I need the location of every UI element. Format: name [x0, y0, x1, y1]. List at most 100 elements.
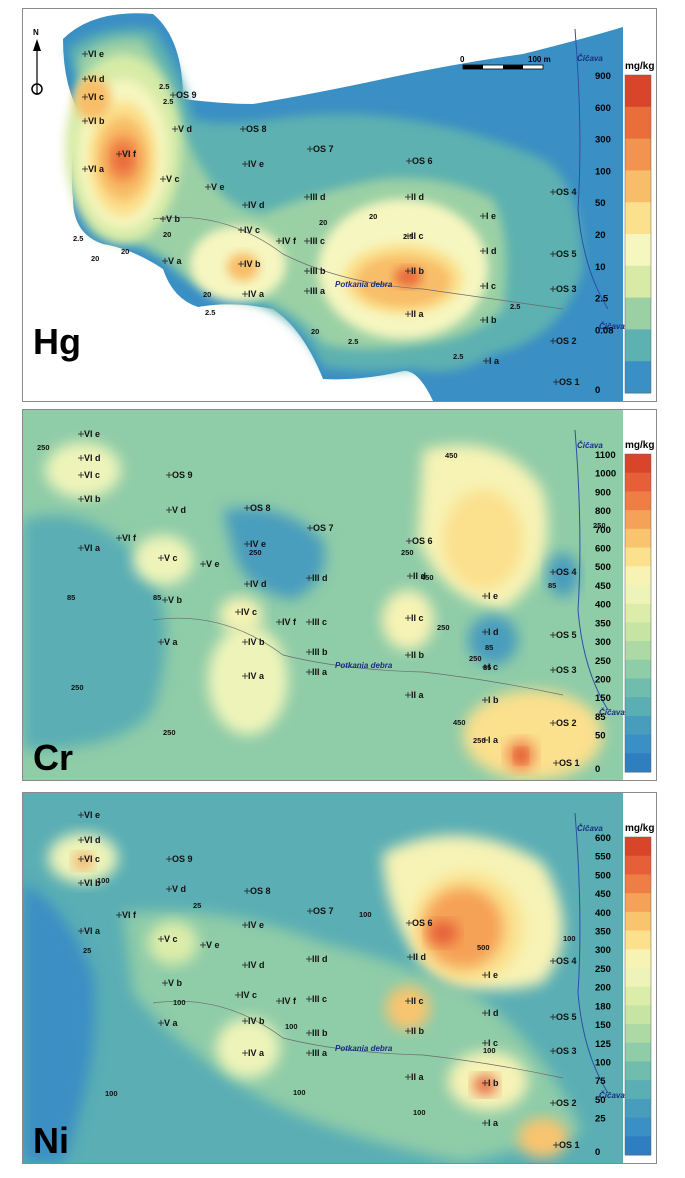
svg-text:OS 2: OS 2 [556, 1098, 577, 1108]
hg-legend-swatch [625, 297, 651, 330]
ni-sample-os-8: OS 8 [244, 886, 271, 896]
ni-sample-vi-c: VI c [78, 854, 100, 864]
ni-sample-v-a: V a [158, 1018, 179, 1028]
svg-text:OS 9: OS 9 [176, 90, 197, 100]
svg-text:OS 5: OS 5 [556, 249, 577, 259]
hg-legend-swatch [625, 75, 651, 108]
ni-contour-label: 100 [483, 1046, 496, 1055]
cr-sample-i-e: I e [482, 591, 498, 601]
cr-sample-iii-d: III d [306, 573, 328, 583]
ni-sample-iii-b: III b [306, 1028, 328, 1038]
svg-text:I c: I c [488, 662, 498, 672]
svg-text:VI e: VI e [84, 810, 100, 820]
svg-text:V e: V e [206, 940, 220, 950]
cr-legend-label: 250 [595, 656, 611, 667]
ni-sample-os-6: OS 6 [406, 918, 433, 928]
hg-sample-os-1: OS 1 [553, 377, 580, 387]
svg-text:OS 4: OS 4 [556, 956, 577, 966]
svg-text:OS 6: OS 6 [412, 918, 433, 928]
hg-stream-label-bottom: Čičava [599, 322, 625, 331]
hg-contour-label: 2.5 [73, 234, 83, 243]
ni-legend-label: 150 [595, 1020, 611, 1031]
cr-legend-label: 1000 [595, 469, 616, 480]
ni-sample-v-c: V c [158, 934, 178, 944]
hg-contour-label: 2.5 [510, 302, 520, 311]
svg-text:VI e: VI e [84, 429, 100, 439]
cr-sample-v-e: V e [200, 559, 220, 569]
svg-text:OS 5: OS 5 [556, 630, 577, 640]
ni-river-line [152, 1000, 564, 1079]
svg-text:OS 3: OS 3 [556, 284, 577, 294]
svg-text:I e: I e [486, 211, 496, 221]
ni-sample-iv-f: IV f [276, 996, 297, 1006]
hg-legend-label: 900 [595, 71, 611, 82]
svg-text:V c: V c [166, 174, 180, 184]
cr-contour-label: 85 [67, 593, 75, 602]
ni-zone-iic [386, 986, 430, 1030]
ni-stream-label-top: Čičava [577, 824, 603, 833]
ni-sample-os-7: OS 7 [307, 906, 334, 916]
hg-legend-swatch [625, 138, 651, 171]
cr-zone-low-os4 [547, 553, 579, 597]
cr-sample-i-c: I c [482, 662, 498, 672]
hg-sample-v-d: V d [172, 124, 192, 134]
svg-text:V a: V a [164, 637, 179, 647]
ni-legend-swatch [625, 1024, 651, 1044]
cr-sample-i-d: I d [482, 627, 499, 637]
svg-text:IV e: IV e [250, 539, 266, 549]
ni-band-low-left [23, 883, 95, 1163]
ni-legend-label: 100 [595, 1057, 611, 1068]
hg-contour-label: 2.5 [163, 97, 173, 106]
svg-text:III a: III a [312, 667, 328, 677]
svg-text:V a: V a [168, 256, 183, 266]
hg-contour-label: 20 [369, 212, 377, 221]
cr-legend-swatch [625, 528, 651, 549]
svg-text:I c: I c [488, 1038, 498, 1048]
svg-text:IV d: IV d [248, 200, 265, 210]
svg-text:VI f: VI f [122, 910, 137, 920]
hg-contour-label: 20 [121, 247, 129, 256]
svg-text:OS 9: OS 9 [172, 854, 193, 864]
ni-legend-label: 600 [595, 833, 611, 844]
hg-legend-swatch [625, 170, 651, 203]
ni-contour-label: 100 [105, 1089, 118, 1098]
cr-sample-iv-c: IV c [235, 607, 257, 617]
hg-legend-swatch [625, 234, 651, 267]
ni-sample-iv-a: IV a [242, 1048, 265, 1058]
svg-text:VI f: VI f [122, 533, 137, 543]
svg-text:I d: I d [488, 1008, 499, 1018]
cr-legend-label: 500 [595, 562, 611, 573]
svg-text:II a: II a [411, 690, 425, 700]
hg-legend-unit: mg/kg [625, 61, 654, 72]
hg-sample-os-2: OS 2 [550, 336, 577, 346]
svg-text:OS 8: OS 8 [250, 503, 271, 513]
ni-sample-os-5: OS 5 [550, 1012, 577, 1022]
ni-sample-ii-a: II a [405, 1072, 425, 1082]
svg-text:OS 7: OS 7 [313, 144, 334, 154]
cr-contour-label: 250 [71, 683, 84, 692]
cr-sample-vi-c: VI c [78, 470, 100, 480]
cr-sample-os-1: OS 1 [553, 758, 580, 768]
cr-sample-vi-b: VI b [78, 494, 101, 504]
hg-sample-iv-b: IV b [238, 259, 261, 269]
cr-zone-os1-core [515, 749, 527, 763]
svg-text:IV c: IV c [241, 990, 257, 1000]
ni-sample-v-d: V d [166, 884, 186, 894]
ni-sample-v-b: V b [162, 978, 183, 988]
hg-contour-label: 2.5 [205, 308, 215, 317]
hg-sample-vi-c: VI c [82, 92, 104, 102]
hg-contour-label: 2.5 [159, 82, 169, 91]
ni-stream-label-bottom: Čičava [599, 1091, 625, 1100]
cr-legend-label: 300 [595, 637, 611, 648]
hg-sample-i-e: I e [480, 211, 496, 221]
hg-contour-label: 20 [91, 254, 99, 263]
svg-text:OS 8: OS 8 [246, 124, 267, 134]
ni-legend-swatch [625, 1080, 651, 1100]
hg-contour-label: 2.5 [403, 232, 413, 241]
north-label: N [33, 28, 39, 37]
svg-text:IV c: IV c [244, 225, 260, 235]
cr-legend: 1100100090080070060050045040035030025020… [595, 450, 652, 775]
hg-legend-label: 20 [595, 230, 606, 241]
svg-text:II c: II c [411, 613, 424, 623]
